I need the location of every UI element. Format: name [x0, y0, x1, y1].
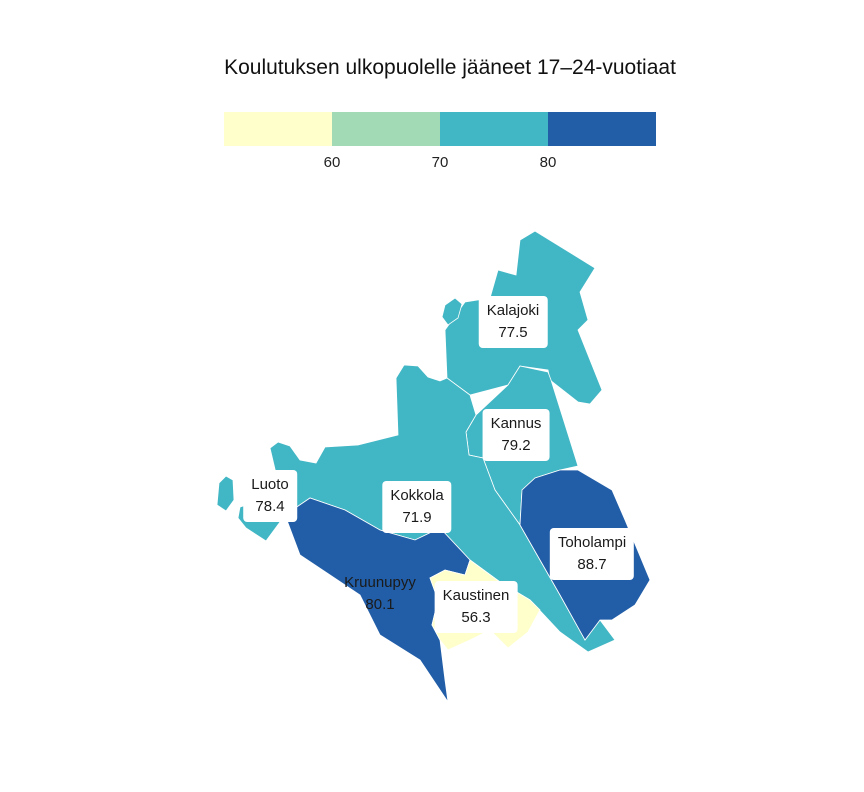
label-luoto-name: Luoto [251, 476, 289, 493]
label-kruunupyy-name: Kruunupyy [344, 574, 416, 591]
label-kokkola: Kokkola 71.9 [382, 481, 452, 533]
legend-tick-70: 70 [431, 154, 449, 171]
label-kannus-name: Kannus [490, 415, 542, 432]
label-kokkola-name: Kokkola [390, 487, 444, 504]
label-kalajoki-value: 77.5 [498, 324, 528, 341]
label-kalajoki: Kalajoki 77.5 [478, 296, 548, 348]
label-kalajoki-name: Kalajoki [486, 302, 540, 319]
label-kruunupyy-value: 80.1 [365, 596, 395, 613]
label-kaustinen-value: 56.3 [461, 609, 491, 626]
map-title: Koulutuksen ulkopuolelle jääneet 17–24-v… [224, 56, 676, 79]
label-luoto-value: 78.4 [255, 498, 285, 515]
label-kokkola-value: 71.9 [402, 509, 432, 526]
label-toholampi-value: 88.7 [577, 556, 607, 573]
region-luoto-island [216, 475, 235, 512]
label-kaustinen-name: Kaustinen [442, 587, 510, 604]
label-kannus-value: 79.2 [501, 437, 531, 454]
label-kaustinen: Kaustinen 56.3 [434, 581, 518, 633]
legend-bin-2 [332, 112, 440, 146]
legend-tick-60: 60 [323, 154, 341, 171]
legend-bin-1 [224, 112, 332, 146]
label-toholampi-name: Toholampi [557, 534, 627, 551]
legend-bin-3 [440, 112, 548, 146]
label-kruunupyy: Kruunupyy 80.1 [336, 568, 424, 620]
region-kalajoki-island [441, 297, 463, 326]
label-toholampi: Toholampi 88.7 [549, 528, 635, 580]
legend-bin-4 [548, 112, 656, 146]
label-kannus: Kannus 79.2 [482, 409, 550, 461]
label-luoto: Luoto 78.4 [243, 470, 297, 522]
legend-tick-80: 80 [539, 154, 557, 171]
color-legend [224, 112, 656, 146]
